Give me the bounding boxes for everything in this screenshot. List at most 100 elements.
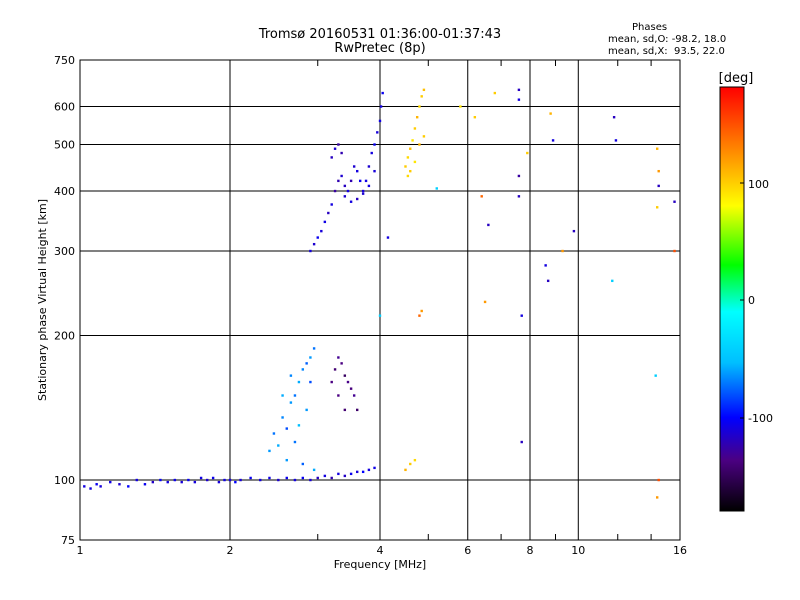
data-point <box>413 127 417 130</box>
data-point <box>343 408 347 412</box>
colorbar-unit: [deg] <box>719 71 754 86</box>
data-point <box>346 380 350 384</box>
data-point <box>355 408 359 412</box>
data-point <box>305 408 308 412</box>
data-point <box>135 478 138 482</box>
data-point <box>673 200 676 203</box>
data-point <box>612 116 616 119</box>
x-tick-label: 1 <box>77 544 84 557</box>
data-point <box>418 143 421 146</box>
data-point <box>312 347 316 350</box>
data-point <box>517 195 521 198</box>
data-point <box>343 474 347 478</box>
data-point <box>211 476 215 480</box>
data-point <box>285 476 288 480</box>
data-point <box>199 476 203 480</box>
data-point <box>293 440 297 444</box>
data-point <box>418 105 421 108</box>
data-point <box>370 151 373 155</box>
data-point <box>413 458 417 462</box>
data-point <box>611 279 614 283</box>
data-point <box>193 480 197 484</box>
data-point <box>330 380 333 384</box>
tick-labels: 1 2 4 6 8 10 16 75 100 200 300 400 500 600 750 <box>54 54 687 557</box>
data-point <box>572 229 576 233</box>
data-points <box>83 88 676 499</box>
data-point <box>309 249 312 253</box>
data-point <box>343 195 347 198</box>
data-point <box>376 131 379 134</box>
data-point <box>234 480 237 484</box>
data-point <box>316 476 319 480</box>
data-point <box>415 116 419 119</box>
data-point <box>435 187 438 190</box>
data-point <box>422 88 426 92</box>
data-point <box>517 98 521 101</box>
data-point <box>352 165 356 168</box>
data-point <box>309 478 312 482</box>
grid-lines <box>80 60 680 540</box>
data-point <box>473 116 477 119</box>
x-tick-label: 2 <box>227 544 234 557</box>
data-point <box>520 440 523 444</box>
data-point <box>517 174 521 178</box>
y-tick-label: 300 <box>54 245 75 258</box>
data-point <box>301 462 305 466</box>
data-point <box>517 88 521 92</box>
data-point <box>95 483 98 486</box>
data-point <box>406 156 410 159</box>
chart-title: Tromsø 20160531 01:36:00-01:37:43 <box>258 27 502 42</box>
data-point <box>459 105 462 108</box>
data-point <box>173 478 177 482</box>
data-point <box>272 432 276 435</box>
data-point <box>378 119 382 123</box>
data-point <box>327 211 330 215</box>
data-point <box>520 314 523 317</box>
data-point <box>367 165 371 168</box>
data-point <box>493 91 497 95</box>
data-point <box>289 401 293 404</box>
data-point <box>381 91 384 95</box>
phases-heading: Phases <box>632 22 668 33</box>
data-point <box>309 356 312 359</box>
data-point <box>420 309 423 313</box>
data-point <box>223 478 226 482</box>
y-tick-label: 500 <box>54 139 75 152</box>
y-tick-label: 200 <box>54 330 75 343</box>
data-point <box>411 139 414 142</box>
data-point <box>373 143 376 146</box>
y-tick-label: 100 <box>54 474 75 487</box>
data-point <box>657 169 660 173</box>
colorbar-tick-neg100: -100 <box>748 412 773 425</box>
data-point <box>480 195 483 198</box>
y-tick-label: 600 <box>54 101 75 114</box>
data-point <box>526 151 529 155</box>
data-point <box>333 368 337 371</box>
data-point <box>293 478 297 482</box>
data-point <box>187 478 190 482</box>
data-point <box>285 427 288 430</box>
data-point <box>305 362 308 365</box>
data-point <box>118 483 121 486</box>
data-point <box>367 468 371 472</box>
data-point <box>268 476 271 480</box>
data-point <box>361 470 365 474</box>
data-point <box>333 147 337 150</box>
data-point <box>355 169 359 173</box>
phases-line-o: mean, sd,O: -98.2, 18.0 <box>608 34 727 45</box>
data-point <box>418 314 421 317</box>
y-tick-label: 400 <box>54 185 75 198</box>
data-point <box>281 416 284 419</box>
data-point <box>487 223 490 227</box>
data-point <box>654 374 657 377</box>
data-point <box>355 197 359 201</box>
data-point <box>358 179 362 183</box>
data-point <box>546 279 550 283</box>
x-tick-label: 4 <box>377 544 384 557</box>
data-point <box>259 478 262 482</box>
data-point <box>281 394 284 397</box>
data-point <box>109 480 112 484</box>
data-point <box>323 220 327 224</box>
data-point <box>83 485 86 488</box>
